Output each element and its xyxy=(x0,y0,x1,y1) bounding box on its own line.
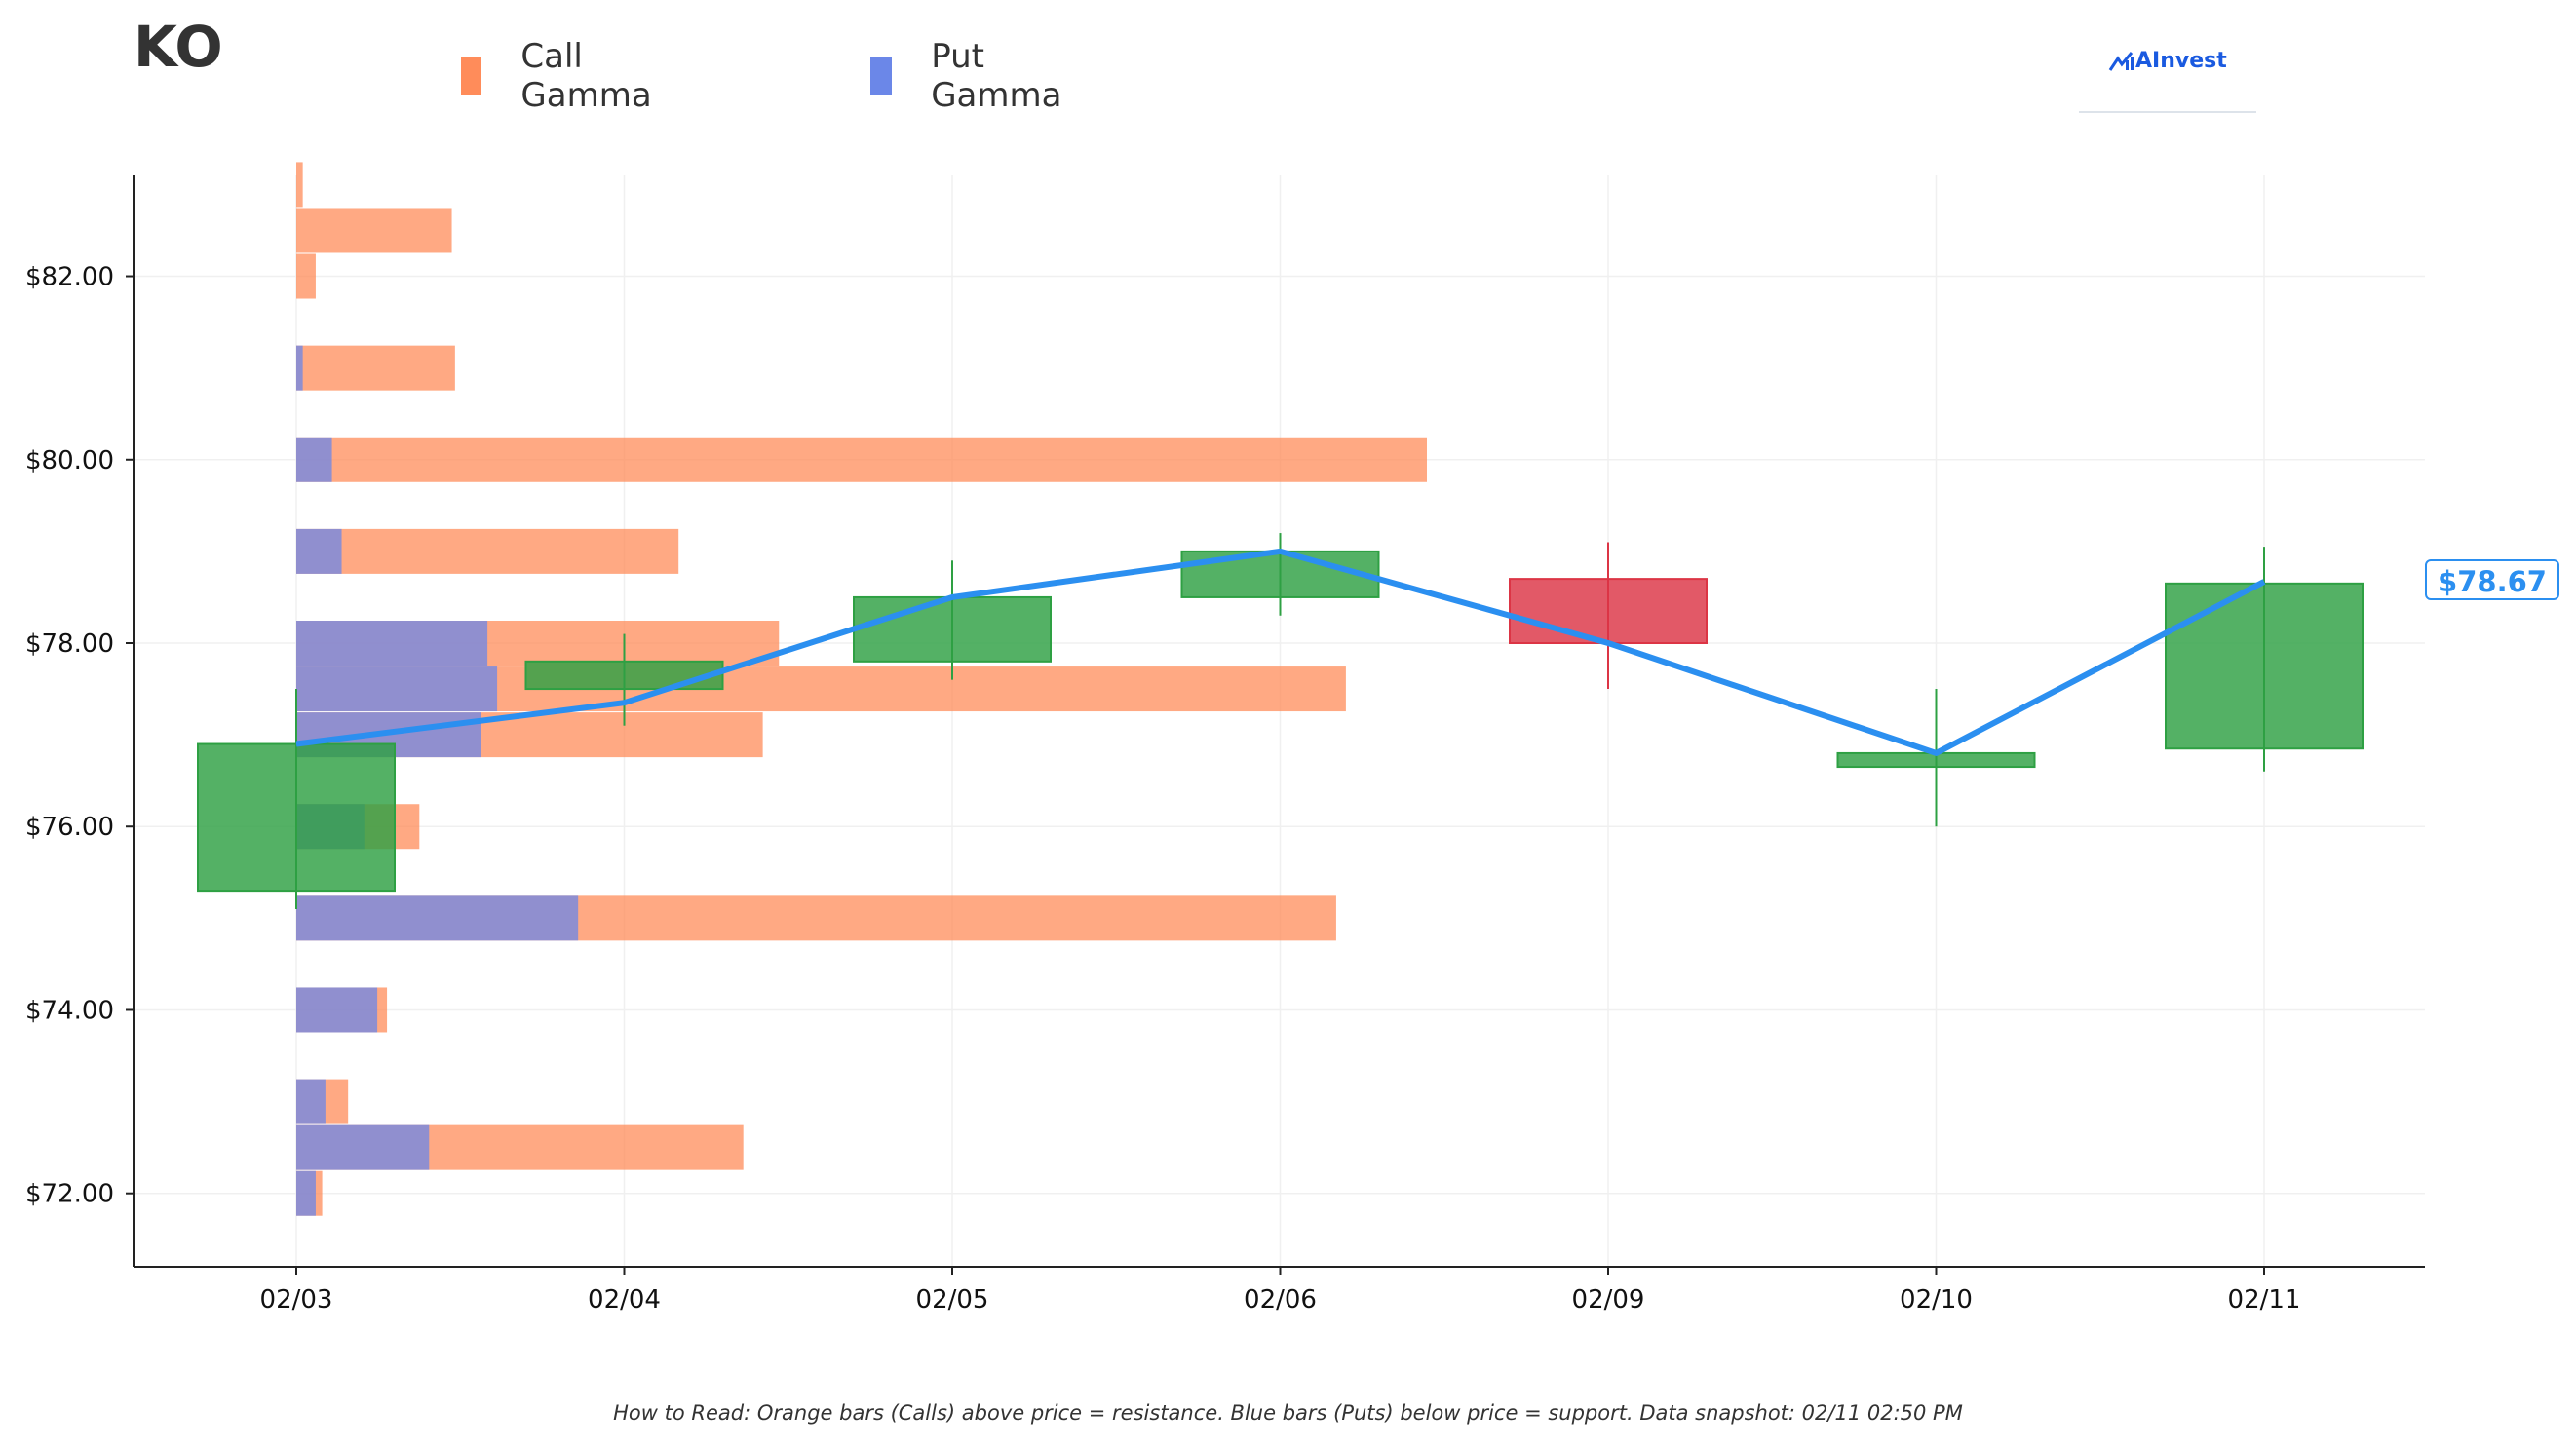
ticker-title: KO xyxy=(134,14,223,80)
call-gamma-bar xyxy=(296,253,316,299)
call-gamma-bar xyxy=(296,208,452,253)
put-gamma-bar xyxy=(296,1079,326,1124)
x-tick-label: 02/05 xyxy=(916,1285,989,1314)
ainvest-logo-icon xyxy=(2108,51,2134,71)
how-to-read-footnote: How to Read: Orange bars (Calls) above p… xyxy=(613,1401,1963,1425)
x-tick-label: 02/03 xyxy=(260,1285,333,1314)
put-gamma-bar xyxy=(296,621,488,666)
gamma-candlestick-chart: $72.00 $74.00 $76.00 $78.00 $80.00 $82.00 02/0… xyxy=(25,162,2425,1314)
candle-body xyxy=(2165,582,2364,750)
logo-divider xyxy=(2079,111,2256,113)
put-gamma-bar xyxy=(296,987,378,1033)
x-tick-label: 02/06 xyxy=(1244,1285,1317,1314)
y-tick-label: $80.00 xyxy=(25,446,114,476)
y-tick-label: $78.00 xyxy=(25,629,114,659)
put-gamma-bar xyxy=(296,345,303,391)
legend-label-call-gamma: Call Gamma xyxy=(520,37,652,115)
candle-body xyxy=(1509,578,1708,645)
call-gamma-bar xyxy=(296,345,455,391)
y-tick-label: $74.00 xyxy=(25,996,114,1025)
call-gamma-bar xyxy=(296,528,679,574)
put-gamma-swatch-icon xyxy=(870,57,893,95)
put-gamma-bar xyxy=(296,1124,430,1170)
legend-item-put-gamma[interactable]: Put Gamma xyxy=(870,37,1070,115)
put-gamma-bar xyxy=(296,437,332,482)
candle-body xyxy=(853,595,1052,663)
ainvest-logo[interactable]: AInvest xyxy=(2108,49,2227,73)
ainvest-logo-text: AInvest xyxy=(2135,49,2227,73)
x-tick-label: 02/11 xyxy=(2228,1285,2301,1314)
x-tick-label: 02/10 xyxy=(1900,1285,1973,1314)
call-gamma-bar xyxy=(296,437,1427,482)
legend-label-put-gamma: Put Gamma xyxy=(931,37,1062,115)
y-tick-label: $82.00 xyxy=(25,263,114,292)
x-tick-label: 02/04 xyxy=(588,1285,661,1314)
x-tick-label: 02/09 xyxy=(1572,1285,1645,1314)
candle-body xyxy=(197,742,396,893)
y-tick-label: $72.00 xyxy=(25,1180,114,1209)
y-tick-label: $76.00 xyxy=(25,813,114,842)
candle-body xyxy=(524,660,724,691)
put-gamma-bar xyxy=(296,528,342,574)
legend-item-call-gamma[interactable]: Call Gamma xyxy=(461,37,661,115)
last-price-label: $78.67 xyxy=(2425,559,2559,600)
put-gamma-bar xyxy=(296,1170,316,1216)
close-price-line xyxy=(295,548,2266,756)
put-gamma-bar xyxy=(296,895,579,941)
call-gamma-swatch-icon xyxy=(461,57,482,95)
put-gamma-bar xyxy=(296,666,498,712)
call-gamma-bar xyxy=(296,162,303,208)
